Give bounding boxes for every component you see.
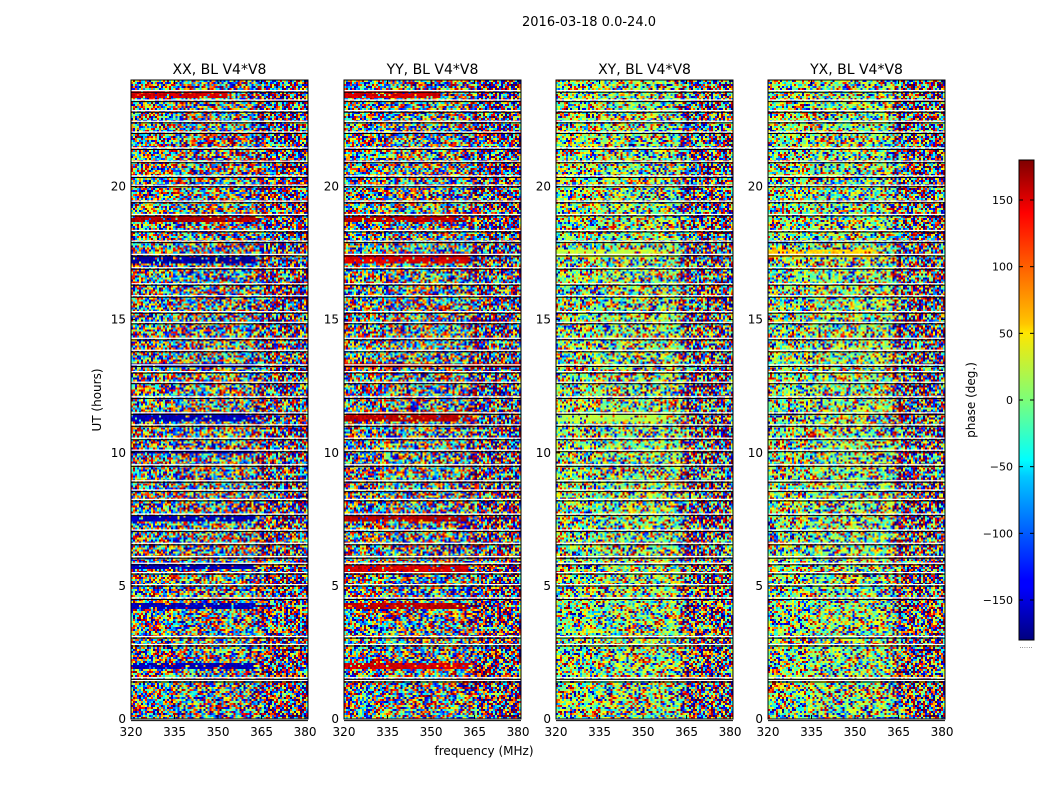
- y-tick-label: 20: [536, 180, 551, 194]
- panel-yy: YY, BL V4*V8 320 335 350 365 380 0 5 10 15 20: [324, 62, 530, 739]
- y-tick-label: 15: [536, 313, 551, 327]
- x-tick-label: 335: [800, 725, 823, 739]
- y-tick-label: 5: [118, 579, 126, 593]
- panel-title: XX, BL V4*V8: [173, 62, 267, 78]
- panel-frame: [130, 79, 309, 720]
- y-axis-label: UT (hours): [90, 368, 104, 431]
- x-tick-label: 320: [545, 725, 568, 739]
- x-tick-label: 380: [507, 725, 530, 739]
- x-tick-label: 320: [333, 725, 356, 739]
- y-tick-label: 10: [324, 446, 339, 460]
- x-tick-label: 335: [163, 725, 186, 739]
- y-tick-label: 20: [111, 180, 126, 194]
- y-tick-label: 0: [331, 712, 339, 726]
- x-tick-label: 380: [931, 725, 954, 739]
- x-tick-label: 380: [719, 725, 742, 739]
- y-tick-label: 15: [324, 313, 339, 327]
- x-tick-label: 320: [120, 725, 143, 739]
- colorbar-label: phase (deg.): [964, 362, 978, 438]
- panel-yx: YX, BL V4*V8 320 335 350 365 380 0 5 10 15 20: [748, 62, 954, 739]
- y-tick-label: 0: [543, 712, 551, 726]
- colorbar-tick-label: 50: [999, 327, 1013, 340]
- y-tick-label: 20: [324, 180, 339, 194]
- colorbar-tick-label: 0: [1006, 394, 1013, 407]
- y-tick-label: 15: [111, 313, 126, 327]
- colorbar: −150 −100 −50 0 50 100 150 phase (deg.) ......: [964, 159, 1035, 650]
- x-axis-label: frequency (MHz): [434, 744, 533, 758]
- y-tick-label: 5: [755, 579, 763, 593]
- panel-title: YX, BL V4*V8: [809, 62, 903, 78]
- y-tick-label: 10: [536, 446, 551, 460]
- panel-frame: [343, 79, 522, 720]
- x-tick-label: 335: [376, 725, 399, 739]
- panel-title: XY, BL V4*V8: [598, 62, 691, 78]
- panel-xx: XX, BL V4*V8 320 335 350 365 380 0 5 10 15 20: [111, 62, 317, 739]
- panel-title: YY, BL V4*V8: [386, 62, 479, 78]
- colorbar-ticks: −150 −100 −50 0 50 100 150: [983, 194, 1034, 607]
- x-tick-label: 350: [207, 725, 230, 739]
- y-tick-label: 15: [748, 313, 763, 327]
- x-tick-label: 350: [844, 725, 867, 739]
- y-tick-label: 5: [331, 579, 339, 593]
- colorbar-tick-label: 100: [992, 261, 1013, 274]
- x-tick-label: 350: [632, 725, 655, 739]
- colorbar-tick-label: −50: [990, 461, 1013, 474]
- y-tick-label: 5: [543, 579, 551, 593]
- colorbar-tick-label: −100: [983, 527, 1013, 540]
- x-tick-label: 350: [420, 725, 443, 739]
- x-tick-label: 365: [675, 725, 698, 739]
- x-tick-label: 365: [887, 725, 910, 739]
- y-tick-label: 10: [111, 446, 126, 460]
- x-tick-label: 365: [463, 725, 486, 739]
- figure-suptitle: 2016-03-18 0.0-24.0: [522, 15, 656, 30]
- colorbar-footer: ......: [1019, 642, 1032, 650]
- panel-frame: [767, 79, 946, 720]
- panel-frame: [555, 79, 734, 720]
- y-tick-label: 0: [755, 712, 763, 726]
- panel-xy: XY, BL V4*V8 320 335 350 365 380 0 5 10 15 20: [536, 62, 742, 739]
- colorbar-tick-label: −150: [983, 594, 1013, 607]
- y-tick-label: 10: [748, 446, 763, 460]
- y-tick-label: 20: [748, 180, 763, 194]
- x-tick-label: 320: [757, 725, 780, 739]
- x-tick-label: 380: [294, 725, 317, 739]
- y-tick-label: 0: [118, 712, 126, 726]
- colorbar-tick-label: 150: [992, 194, 1013, 207]
- x-tick-label: 365: [250, 725, 273, 739]
- x-tick-label: 335: [588, 725, 611, 739]
